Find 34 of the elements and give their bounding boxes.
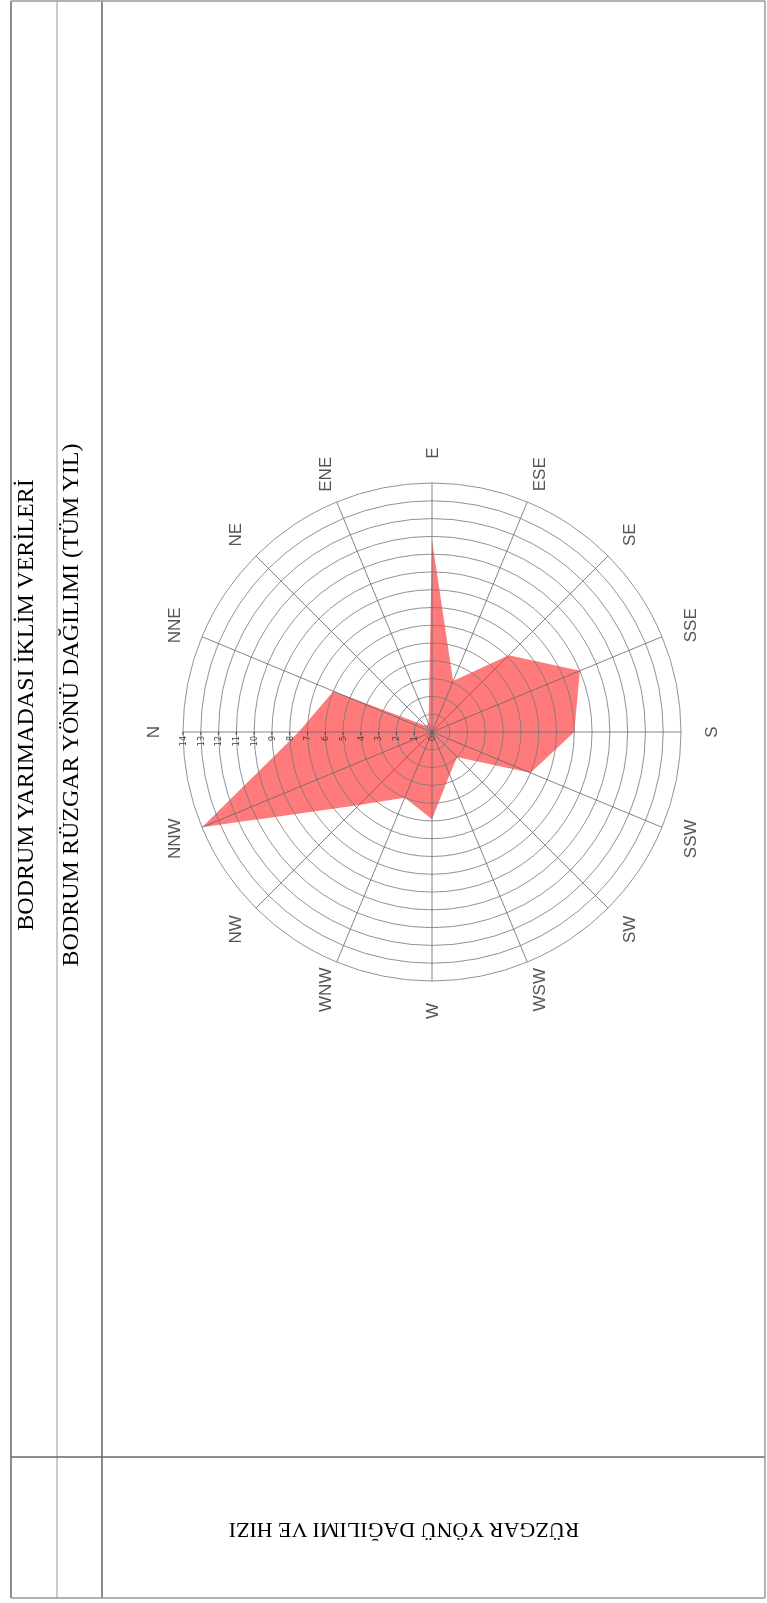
y-tick-label: 8 xyxy=(285,736,295,742)
spoke-label: SSE xyxy=(680,608,700,643)
spoke-label: NE xyxy=(225,522,245,547)
spoke-label: NW xyxy=(225,915,245,944)
text: RÜZGAR YÖNÜ DAĞILIMI VE HIZI xyxy=(228,1518,580,1544)
spoke-label: SE xyxy=(620,523,640,547)
y-tick-label: 1 xyxy=(410,736,420,742)
spoke-label: W xyxy=(422,1002,442,1020)
y-tick-label: 0 xyxy=(427,736,437,742)
spoke-label: ESE xyxy=(529,457,549,492)
spoke-label: SW xyxy=(620,915,640,943)
spoke-label: N xyxy=(143,725,163,739)
spoke-label: NNW xyxy=(165,818,185,860)
y-tick-label: 11 xyxy=(232,736,242,747)
spoke-label: ENE xyxy=(316,456,336,492)
y-tick-label: 12 xyxy=(214,736,224,747)
y-tick-label: 4 xyxy=(356,736,366,742)
y-tick-label: 14 xyxy=(178,736,188,747)
spoke-label: SSW xyxy=(680,819,700,859)
text: BODRUM YARIMADASI İKLİM VERİLERİ xyxy=(12,479,39,931)
y-tick-label: 13 xyxy=(196,736,206,747)
y-tick-label: 6 xyxy=(321,736,331,742)
y-tick-label: 10 xyxy=(249,736,259,747)
y-tick-label: 3 xyxy=(374,736,384,742)
y-tick-label: 9 xyxy=(267,736,277,742)
spoke-label: E xyxy=(422,447,442,459)
text: BODRUM RÜZGAR YÖNÜ DAĞILIMI (TÜM YIL) xyxy=(57,443,84,967)
spoke-label: WSW xyxy=(529,968,549,1012)
spoke-label: WNW xyxy=(316,967,336,1012)
spoke-label: S xyxy=(701,726,721,738)
y-tick-label: 5 xyxy=(338,736,348,742)
y-tick-label: 2 xyxy=(392,736,402,742)
y-tick-label: 7 xyxy=(303,736,313,742)
spoke-label: NNE xyxy=(165,607,185,644)
